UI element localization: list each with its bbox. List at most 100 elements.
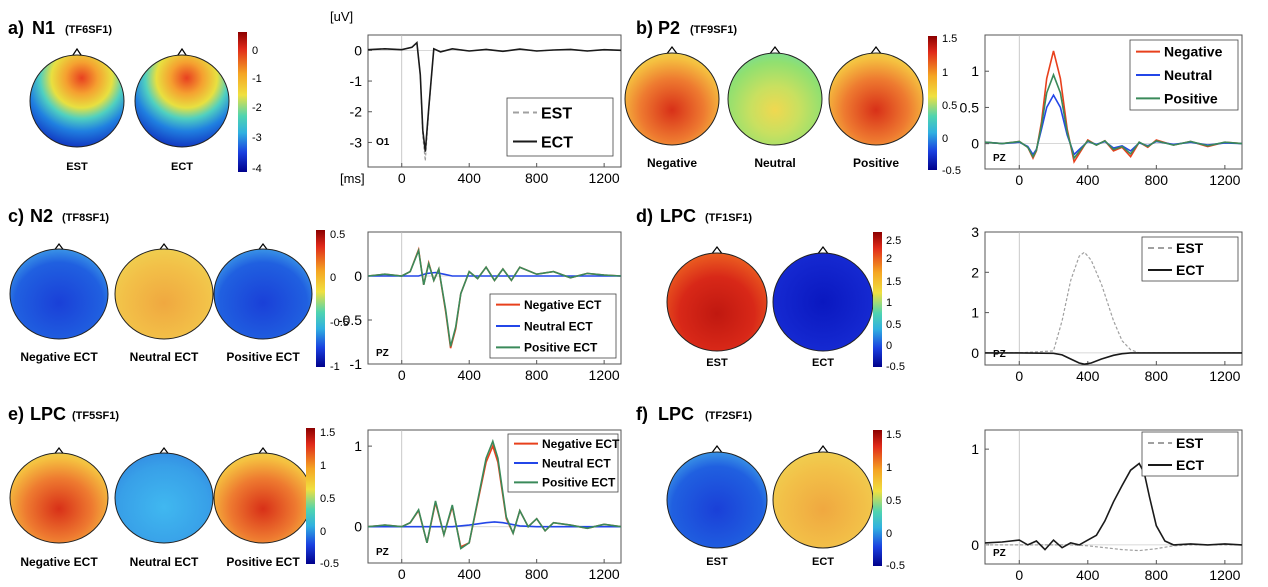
x-tick-label: 800 [525,566,549,582]
legend-label: Positive ECT [524,341,598,355]
colorbar-c: 0.5 0 -0.5 -1 [316,229,349,373]
legend-label: ECT [1176,262,1204,278]
colorbar-d-tick: 2.5 [886,235,901,247]
colorbar-a-tick: 0 [252,45,258,57]
colorbar-e-tick: 0.5 [320,493,335,505]
colorbar-d-tick: 0.5 [886,319,901,331]
colorbar-f-tick: 0.5 [886,495,901,507]
panel-e-component: LPC [30,404,66,424]
y-tick-label: 1 [971,305,979,321]
topomap-c-negative: Negative ECT [9,243,109,364]
y-tick-label: -1 [350,73,363,89]
panel-c: c) N2 (TF8SF1) Negative ECT Neutral ECT … [8,206,349,373]
colorbar-b: 1.5 1 0.5 0 -0.5 [928,33,961,177]
colorbar-d: 2.5 2 1.5 1 0.5 0 -0.5 [873,232,905,373]
panel-c-factor: (TF8SF1) [62,212,109,224]
colorbar-c-tick: 0.5 [330,229,345,241]
topomap-d-ect: ECT [772,246,874,369]
panel-f-factor: (TF2SF1) [705,410,752,422]
x-tick-label: 0 [398,566,406,582]
colorbar-a-tick: -4 [252,163,262,175]
legend-label: EST [541,105,572,122]
channel-label: PZ [376,547,389,558]
series-line-ect [367,41,622,152]
y-tick-label: 0 [971,537,979,553]
x-tick-label: 400 [458,367,482,383]
legend-label: ECT [541,134,573,151]
legend-label: Neutral ECT [542,456,611,470]
x-tick-label: 0 [398,170,406,186]
topomap-c-neutral-label: Neutral ECT [130,350,199,364]
channel-label: O1 [376,137,390,148]
x-tick-label: 800 [1145,567,1169,583]
colorbar-e-tick: 0 [320,526,326,538]
topomap-e-negative: Negative ECT [9,447,109,569]
colorbar-a-tick: -1 [252,73,262,85]
y-tick-label: 0 [354,519,362,535]
panel-d-letter: d) [636,206,653,226]
colorbar-b-tick: 0 [942,133,948,145]
topomap-f-ect: ECT [772,445,874,568]
x-tick-label: 0 [1015,368,1023,384]
colorbar-f-tick: -0.5 [886,560,905,572]
topomap-a-ect: ECT [134,47,230,173]
topomap-c-positive: Positive ECT [213,243,313,364]
erp-chart-d: 0 400 800 1200 0 1 2 3 PZ EST ECT [971,224,1243,384]
x-tick-label: 400 [458,170,482,186]
colorbar-f-tick: 0 [886,528,892,540]
x-tick-label: 1200 [589,170,620,186]
erp-chart-f: 0 400 800 1200 0 1 PZ EST ECT [971,429,1243,583]
colorbar-b-tick: 1.5 [942,33,957,45]
legend-label: EST [1176,240,1204,256]
x-tick-label: 1200 [1209,567,1240,583]
x-tick-label: 800 [525,367,549,383]
y-tick-label: 0 [971,345,979,361]
colorbar-b-tick: 0.5 [942,100,957,112]
colorbar-e-tick: -0.5 [320,558,339,570]
panel-f: f) LPC (TF2SF1) EST ECT 1.5 1 0.5 0 -0.5 [636,404,905,572]
topomap-b-neutral-label: Neutral [754,156,795,170]
y-tick-label: 1 [971,441,979,457]
x-tick-label: 800 [1145,172,1169,188]
topomap-c-positive-label: Positive ECT [226,350,300,364]
colorbar-e: 1.5 1 0.5 0 -0.5 [306,427,339,570]
y-tick-label: -3 [350,134,363,150]
colorbar-d-tick: 1 [886,297,892,309]
x-tick-label: 400 [1076,567,1100,583]
topomap-b-negative-label: Negative [647,156,697,170]
panel-a-component: N1 [32,18,55,38]
channel-label: PZ [993,548,1006,559]
panel-e-factor: (TF5SF1) [72,410,119,422]
legend-box [1141,236,1239,282]
panel-b: b) P2 (TF9SF1) Negative Neutral Positive… [624,18,961,177]
x-tick-label: 0 [1015,172,1023,188]
x-tick-label: 800 [1145,368,1169,384]
colorbar-f-tick: 1.5 [886,429,901,441]
topomap-f-est-label: EST [706,556,728,568]
colorbar-a-tick: -3 [252,132,262,144]
series-line-est [985,544,1242,552]
colorbar-b-tick: -0.5 [942,165,961,177]
x-tick-label: 400 [458,566,482,582]
topomap-e-neutral-label: Neutral ECT [130,555,199,569]
legend-label: Neutral [1164,67,1212,83]
topomap-a-est: EST [29,47,125,173]
panel-a-letter: a) [8,18,24,38]
panel-c-component: N2 [30,206,53,226]
topomap-c-neutral: Neutral ECT [114,243,214,364]
y-tick-label: 0.5 [960,99,980,115]
panel-a: a) N1 (TF6SF1) EST ECT 0 -1 -2 -3 -4 [8,18,262,175]
topomap-b-positive: Positive [828,46,924,170]
topomap-c-negative-label: Negative ECT [20,350,98,364]
topomap-b-positive-label: Positive [853,156,899,170]
series-line-positive-ect [367,247,622,347]
y-axis-label: [uV] [330,9,353,24]
topomap-d-ect-label: ECT [812,357,834,369]
y-tick-label: 2 [971,264,979,280]
y-tick-label: -2 [350,104,363,120]
series-line-ect [984,462,1243,551]
legend-label: Negative [1164,44,1223,60]
x-tick-label: 1200 [589,566,620,582]
topomap-d-est-label: EST [706,357,728,369]
legend-label: Negative ECT [542,437,620,451]
